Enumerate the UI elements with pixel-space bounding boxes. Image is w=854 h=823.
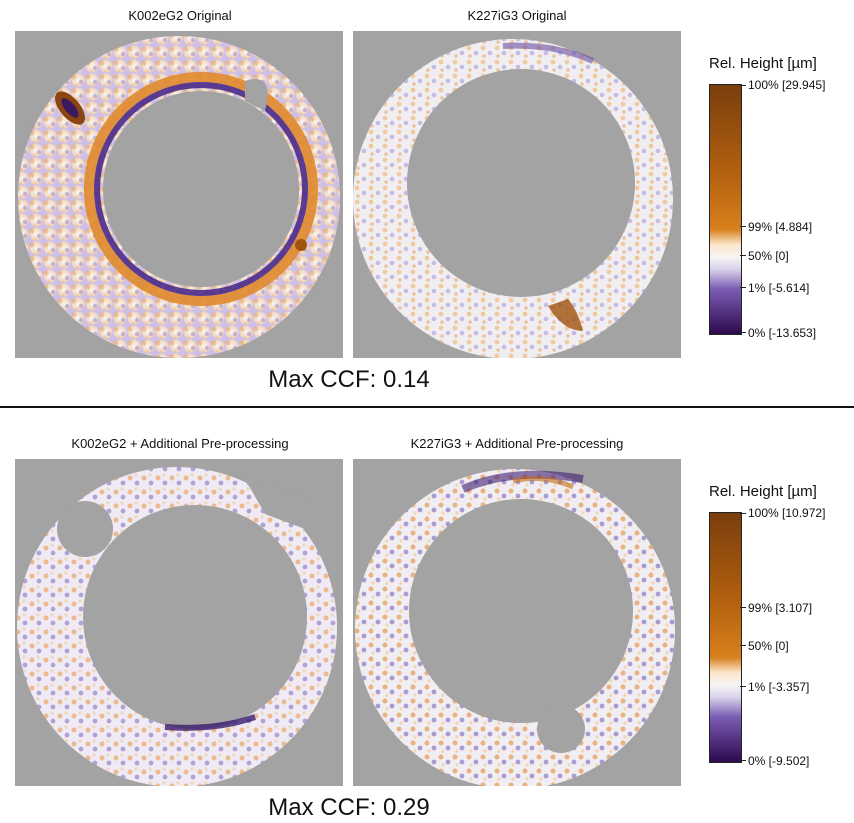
legend-title-bottom: Rel. Height [µm] [709, 483, 817, 500]
legend-label-1: 1% [-3.357] [748, 680, 810, 694]
panel-title-bottom-left: K002eG2 + Additional Pre-processing [71, 436, 289, 451]
legend-tick [740, 760, 746, 761]
legend-title-top: Rel. Height [µm] [709, 55, 817, 72]
color-scale-bar-top [709, 84, 742, 335]
legend-tick [740, 607, 746, 608]
legend-label-50: 50% [0] [748, 639, 789, 653]
scan-image-bottom-left [15, 459, 343, 786]
panel-title-bottom-right: K227iG3 + Additional Pre-processing [410, 436, 624, 451]
legend-label-max: 100% [10.972] [748, 506, 826, 520]
legend-label-50: 50% [0] [748, 249, 789, 263]
legend-label-min: 0% [-9.502] [748, 754, 810, 768]
legend-tick [740, 645, 746, 646]
legend-tick [740, 513, 746, 514]
legend-label-max: 100% [29.945] [748, 78, 826, 92]
legend-tick [740, 85, 746, 86]
legend-label-1: 1% [-5.614] [748, 281, 810, 295]
legend-tick [740, 287, 746, 288]
legend-tick [740, 255, 746, 256]
scan-image-top-right [353, 31, 681, 358]
ccf-value-bottom: Max CCF: 0.29 [268, 794, 430, 821]
scan-image-top-left [15, 31, 343, 358]
legend-label-min: 0% [-13.653] [748, 326, 817, 340]
legend-tick [740, 686, 746, 687]
panel-title-top-right: K227iG3 Original [467, 8, 567, 23]
legend-label-99: 99% [3.107] [748, 601, 813, 615]
legend-label-99: 99% [4.884] [748, 220, 813, 234]
scan-image-bottom-right [353, 459, 681, 786]
legend-tick [740, 332, 746, 333]
ccf-value-top: Max CCF: 0.14 [268, 366, 430, 393]
panel-title-top-left: K002eG2 Original [128, 8, 232, 23]
legend-tick [740, 226, 746, 227]
section-divider [0, 406, 854, 408]
color-scale-bar-bottom [709, 512, 742, 763]
